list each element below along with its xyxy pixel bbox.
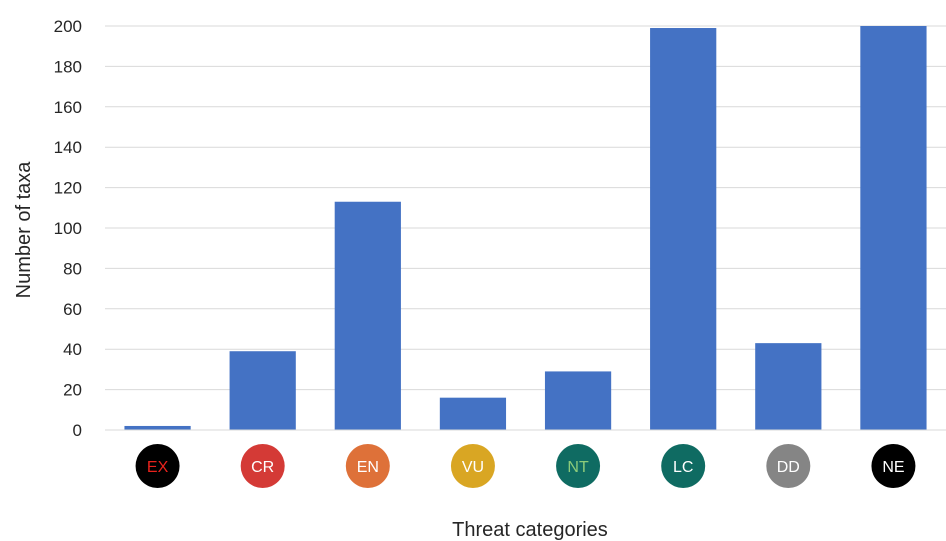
badge-circle	[556, 444, 601, 488]
badge-circle	[766, 444, 811, 488]
x-tick-label: EX	[147, 459, 169, 476]
y-tick-label: 200	[54, 17, 82, 36]
x-tick-badge-ex: EX	[135, 444, 180, 488]
bar-dd	[755, 343, 822, 430]
x-tick-badge-en: EN	[345, 444, 390, 488]
y-axis-title: Number of taxa	[13, 161, 35, 299]
badge-circle	[135, 444, 180, 488]
x-tick-label: VU	[462, 459, 484, 476]
badge-circle	[871, 444, 916, 488]
x-tick-badge-nt: NT	[556, 444, 601, 488]
bar-ne	[860, 26, 927, 430]
x-tick-label: DD	[777, 459, 800, 476]
x-tick-badge-lc: LC	[661, 444, 706, 488]
bars	[124, 26, 927, 431]
x-axis-title: Threat categories	[452, 519, 608, 541]
y-tick-label: 100	[54, 219, 82, 238]
y-tick-labels: 0 20 40 60 80 100 120 140 160 180 200	[54, 17, 82, 440]
badge-circle	[661, 444, 706, 488]
x-tick-badge-dd: DD	[766, 444, 811, 488]
x-tick-label: NE	[882, 459, 904, 476]
y-tick-label: 0	[73, 421, 82, 440]
badge-circle	[345, 444, 390, 488]
bar-lc	[650, 28, 717, 431]
badge-circle	[240, 444, 285, 488]
y-tick-label: 80	[63, 259, 82, 278]
y-tick-label: 160	[54, 98, 82, 117]
y-tick-label: 180	[54, 57, 82, 76]
bar-cr	[229, 351, 296, 430]
x-tick-label: EN	[357, 459, 379, 476]
y-tick-label: 20	[63, 381, 82, 400]
bar-vu	[439, 397, 507, 430]
y-tick-label: 40	[63, 340, 82, 359]
x-tick-label: CR	[251, 459, 274, 476]
x-tick-badge-ne: NE	[871, 444, 916, 488]
category-badges: EX CR EN VU NT LC DD NE	[135, 444, 916, 488]
gridlines	[105, 25, 946, 391]
badge-circle	[450, 444, 495, 488]
bar-nt	[544, 371, 612, 430]
bar-en	[334, 201, 401, 430]
y-tick-label: 120	[54, 179, 82, 198]
y-tick-label: 60	[63, 300, 82, 319]
x-tick-badge-cr: CR	[240, 444, 285, 488]
bar-ex	[124, 425, 191, 430]
x-tick-badge-vu: VU	[450, 444, 495, 488]
x-tick-label: NT	[567, 459, 589, 476]
x-tick-label: LC	[673, 459, 693, 476]
y-tick-label: 140	[54, 138, 82, 157]
